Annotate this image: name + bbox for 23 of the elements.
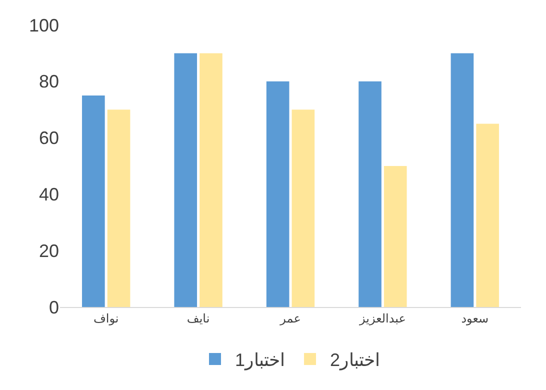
x-tick-label: نايف <box>186 311 210 326</box>
y-tick-label: 80 <box>38 72 59 92</box>
x-tick-label: عبدالعزيز <box>358 311 406 326</box>
y-tick-label: 60 <box>38 128 59 148</box>
bar <box>266 81 290 307</box>
y-tick-label: 40 <box>38 184 59 204</box>
bar <box>384 166 407 307</box>
x-tick-label: عمر <box>279 311 301 326</box>
bar <box>476 124 499 307</box>
bar <box>174 53 198 307</box>
x-tick-label: نواف <box>93 311 119 326</box>
y-tick-label: 20 <box>38 240 59 261</box>
bar <box>82 96 105 307</box>
legend-label: اختبار2 <box>330 350 380 372</box>
y-tick-label: 0 <box>48 297 59 318</box>
y-tick-label: 100 <box>28 15 59 36</box>
x-tick-label: سعود <box>461 311 489 326</box>
legend-label: اختبار1 <box>235 350 286 372</box>
bar <box>292 110 315 307</box>
bar <box>107 110 130 307</box>
bar <box>358 81 382 307</box>
bar <box>200 53 222 307</box>
bar <box>450 53 474 307</box>
